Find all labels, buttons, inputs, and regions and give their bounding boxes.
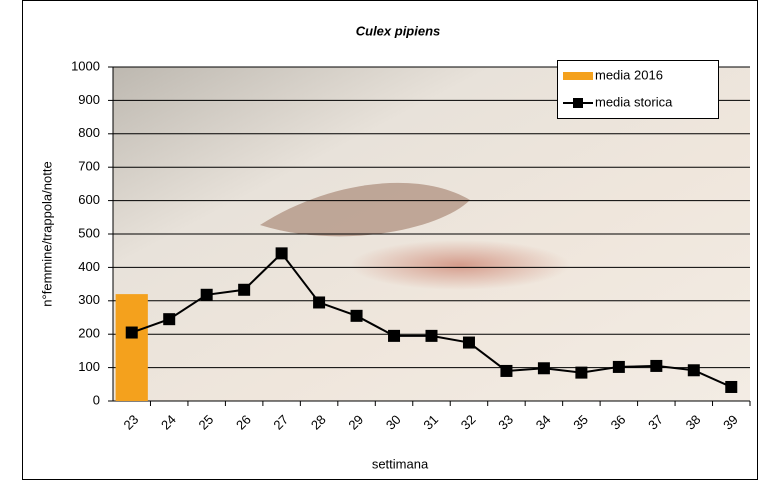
legend-swatch (573, 98, 583, 108)
marker (575, 367, 587, 379)
chart: Culex pipiens settimana n°femmine/trappo… (0, 0, 758, 480)
y-tick-label: 200 (78, 326, 100, 341)
y-tick-label: 500 (78, 225, 100, 240)
y-tick-label: 700 (78, 159, 100, 174)
legend-label: media storica (595, 94, 673, 109)
marker (313, 296, 325, 308)
marker (126, 327, 138, 339)
marker (426, 330, 438, 342)
marker (725, 381, 737, 393)
marker (613, 361, 625, 373)
marker (688, 364, 700, 376)
y-tick-label: 100 (78, 359, 100, 374)
bar (116, 294, 148, 401)
legend-label: media 2016 (595, 67, 663, 82)
page: Culex pipiens settimana n°femmine/trappo… (0, 0, 758, 480)
y-tick-label: 1000 (71, 58, 100, 73)
marker (650, 360, 662, 372)
chart-title: Culex pipiens (356, 23, 441, 38)
marker (538, 362, 550, 374)
marker (238, 284, 250, 296)
y-tick-label: 600 (78, 192, 100, 207)
marker (388, 330, 400, 342)
marker (500, 365, 512, 377)
y-tick-label: 900 (78, 92, 100, 107)
y-axis-label: n°femmine/trappola/notte (39, 161, 54, 306)
y-tick-label: 300 (78, 292, 100, 307)
legend-swatch (563, 72, 593, 80)
marker (351, 310, 363, 322)
y-tick-label: 400 (78, 259, 100, 274)
y-tick-label: 0 (93, 392, 100, 407)
marker (163, 313, 175, 325)
x-axis-label: settimana (372, 456, 429, 471)
y-tick-label: 800 (78, 125, 100, 140)
marker (276, 247, 288, 259)
marker (201, 289, 213, 301)
marker (463, 337, 475, 349)
background-photo (350, 240, 570, 290)
